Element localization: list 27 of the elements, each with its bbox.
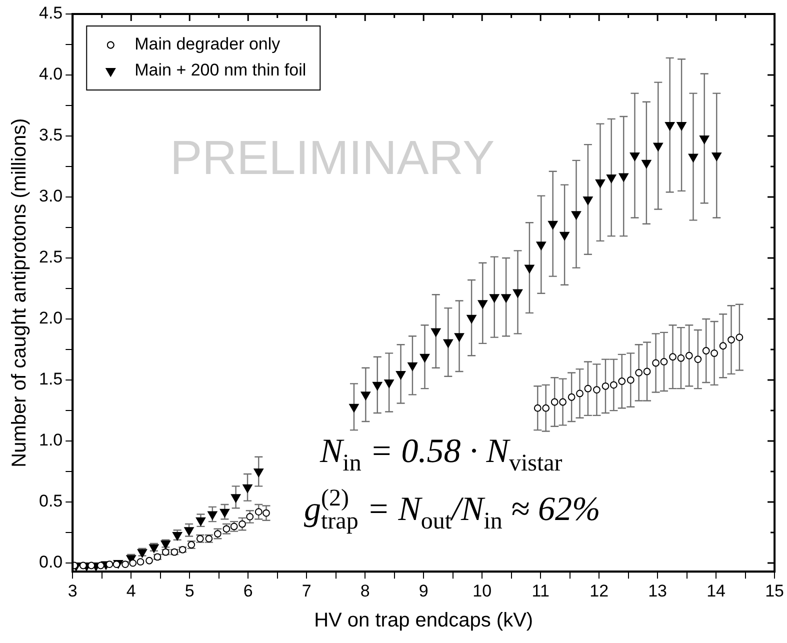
x-tick-label: 6 [243,581,253,600]
x-tick-label: 5 [184,581,194,600]
y-tick-label: 3.0 [38,186,63,206]
x-axis-title: HV on trap endcaps (kV) [314,610,534,632]
x-tick-label: 15 [765,581,784,600]
y-tick-label: 1.5 [38,370,63,389]
y-tick-label: 1.0 [38,430,63,450]
x-tick-label: 11 [532,581,550,600]
x-tick-label: 14 [706,581,726,600]
y-tick-label: 3.5 [38,126,63,145]
x-tick-label: 13 [648,581,668,600]
y-tick-label: 4.0 [38,64,63,84]
x-tick-label: 9 [418,581,428,600]
x-tick-label: 4 [126,581,136,600]
legend-label: Main + 200 nm thin foil [134,60,306,80]
x-tick-label: 8 [360,581,370,600]
y-tick-label: 4.5 [38,4,63,23]
y-tick-label: 2.5 [38,248,63,267]
x-tick-label: 3 [68,581,78,600]
x-tick-label: 12 [590,581,609,600]
x-tick-label: 7 [302,581,312,600]
y-tick-label: 2.0 [38,308,63,328]
y-tick-label: 0.0 [38,552,63,572]
y-tick-label: 0.5 [38,492,63,511]
y-axis-title: Number of caught antiprotons (millions) [8,118,31,468]
x-tick-label: 10 [472,581,492,600]
legend-label: Main degrader only [134,34,281,54]
